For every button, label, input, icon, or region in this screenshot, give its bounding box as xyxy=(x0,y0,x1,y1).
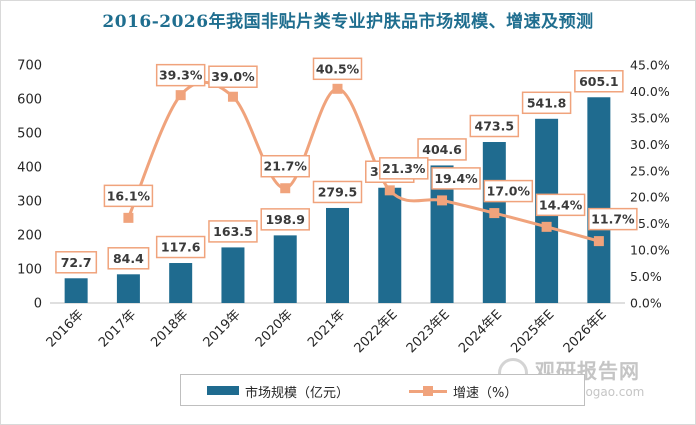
bar-value-label-box xyxy=(312,180,363,204)
y-right-tick-label: 40.0% xyxy=(630,84,670,99)
bar-value-label: 84.4 xyxy=(113,251,144,266)
growth-value-label: 14.4% xyxy=(539,197,583,212)
x-tick-label: 2023年E xyxy=(404,307,453,356)
growth-value-label: 16.1% xyxy=(107,188,151,203)
bar-value-label-box xyxy=(417,138,467,161)
growth-value-label-box xyxy=(431,167,481,190)
x-tick-label: 2022年E xyxy=(352,307,401,356)
growth-value-label: 21.3% xyxy=(382,161,426,176)
y-right-tick-label: 10.0% xyxy=(630,243,670,258)
x-tick-label: 2016年 xyxy=(44,307,87,350)
bar-value-label: 163.5 xyxy=(213,224,253,239)
growth-value-label-box xyxy=(312,57,363,81)
x-tick-label: 2017年 xyxy=(96,307,139,350)
legend-line-marker xyxy=(423,386,433,396)
bar-value-label-box xyxy=(208,220,258,243)
bar-value-label: 605.1 xyxy=(579,74,619,89)
bar xyxy=(169,263,193,303)
y-left-tick-label: 400 xyxy=(17,161,42,176)
bar xyxy=(326,207,349,303)
bar-value-label: 404.6 xyxy=(422,142,462,157)
bar xyxy=(587,97,611,304)
growth-marker xyxy=(123,212,134,223)
growth-value-label-box xyxy=(379,157,429,180)
bar-value-label-box xyxy=(521,91,572,115)
growth-marker xyxy=(437,195,448,206)
bar-value-label-box xyxy=(469,114,520,138)
growth-marker xyxy=(332,83,343,94)
y-left-tick-label: 500 xyxy=(17,127,42,142)
y-left-tick-label: 0 xyxy=(34,297,42,312)
y-right-tick-label: 5.0% xyxy=(630,269,662,284)
bar xyxy=(378,187,402,303)
bar-value-label-box xyxy=(574,70,624,93)
chart-legend: 市场规模（亿元） 增速（%） xyxy=(180,374,585,406)
bar-value-label: 473.5 xyxy=(475,119,515,134)
growth-value-label: 39.3% xyxy=(159,68,203,83)
y-right-tick-label: 20.0% xyxy=(630,190,670,205)
bar xyxy=(482,142,506,303)
y-left-tick-label: 700 xyxy=(17,59,42,74)
growth-marker xyxy=(175,90,186,101)
growth-value-label: 21.7% xyxy=(264,159,308,174)
growth-marker xyxy=(489,208,500,219)
growth-value-label-box xyxy=(155,63,206,87)
growth-value-label: 19.4% xyxy=(434,171,478,186)
growth-value-label: 11.7% xyxy=(591,212,635,227)
growth-marker xyxy=(227,91,238,102)
growth-value-label: 39.0% xyxy=(211,69,255,84)
y-right-tick-label: 15.0% xyxy=(630,216,670,231)
x-tick-label: 2020年 xyxy=(253,307,296,350)
growth-value-label: 40.5% xyxy=(316,61,360,76)
growth-marker xyxy=(384,185,395,196)
legend-line-label: 增速（%） xyxy=(453,386,518,401)
growth-value-label-box xyxy=(483,179,534,203)
bar-value-label: 198.9 xyxy=(265,212,305,227)
growth-value-label-box xyxy=(588,207,638,231)
bar-value-label-box xyxy=(55,251,98,274)
x-tick-label: 2025年E xyxy=(508,307,557,356)
bar-value-label: 541.8 xyxy=(527,95,567,110)
chart-title: 2016-2026年我国非贴片类专业护肤品市场规模、增速及预测 xyxy=(102,12,594,32)
bar-value-label: 72.7 xyxy=(61,255,92,270)
bar-value-label-box xyxy=(260,208,310,231)
bar-value-label: 279.5 xyxy=(318,184,358,199)
bar xyxy=(116,274,140,303)
growth-marker xyxy=(541,221,552,232)
legend-bar-label: 市场规模（亿元） xyxy=(245,386,350,401)
y-right-tick-label: 45.0% xyxy=(630,58,670,73)
legend-bar-swatch xyxy=(207,386,239,395)
growth-value-label-box xyxy=(103,184,154,208)
x-tick-label: 2019年 xyxy=(201,307,244,350)
y-left-tick-label: 300 xyxy=(17,195,42,210)
y-right-tick-label: 25.0% xyxy=(630,163,670,178)
growth-value-label: 17.0% xyxy=(487,184,531,199)
growth-marker xyxy=(280,183,291,194)
growth-value-label-box xyxy=(260,154,310,178)
growth-marker xyxy=(593,236,604,247)
y-left-tick-label: 100 xyxy=(17,263,42,278)
growth-value-label-box xyxy=(535,193,586,217)
x-tick-label: 2024年E xyxy=(456,307,505,356)
bar-value-label-box xyxy=(107,247,150,270)
bar-value-label-box xyxy=(155,235,206,259)
growth-value-label-box xyxy=(208,65,258,88)
y-left-tick-label: 200 xyxy=(17,229,42,244)
bar xyxy=(64,278,88,303)
x-tick-label: 2021年 xyxy=(305,307,348,350)
y-right-tick-label: 30.0% xyxy=(630,137,670,152)
x-tick-label: 2026年E xyxy=(561,307,610,356)
bar-value-label: 117.6 xyxy=(161,240,201,255)
bar xyxy=(273,235,297,303)
y-left-tick-label: 600 xyxy=(17,93,42,108)
bar xyxy=(221,247,245,303)
x-tick-label: 2018年 xyxy=(148,307,191,350)
y-right-tick-label: 0.0% xyxy=(630,296,662,311)
y-right-tick-label: 35.0% xyxy=(630,110,670,125)
